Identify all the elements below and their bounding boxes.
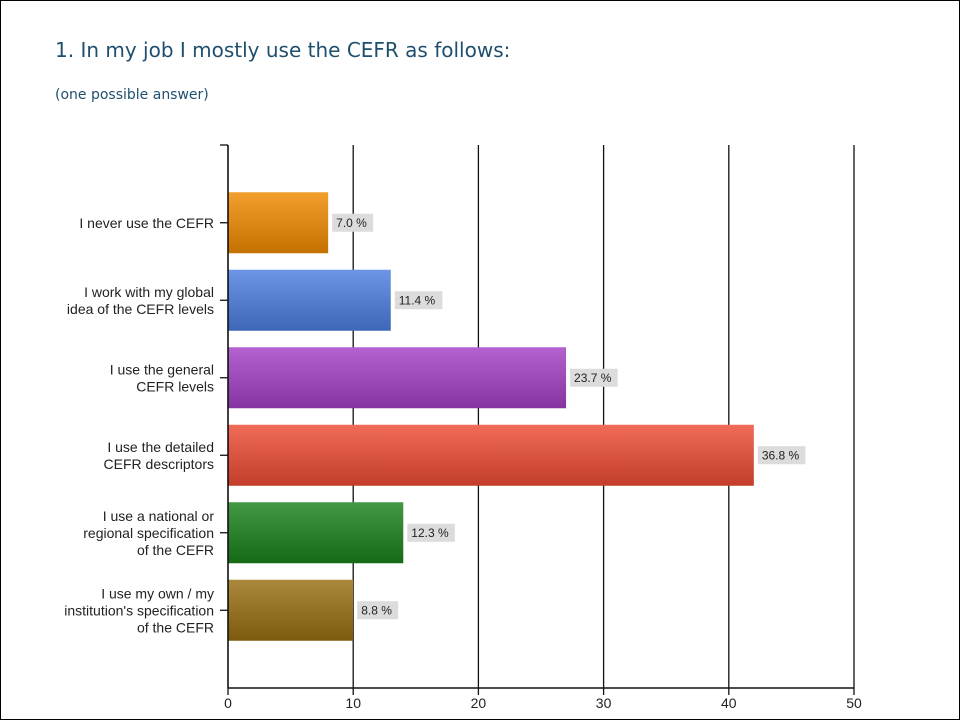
category-label: I use my own / my institution's specifica…: [64, 585, 214, 635]
x-tick-label: 30: [596, 695, 612, 711]
x-tick-label: 50: [846, 695, 862, 711]
x-tick-label: 20: [471, 695, 487, 711]
category-label: I use the general CEFR levels: [110, 361, 214, 394]
value-label: 8.8 %: [361, 603, 392, 617]
category-label: I work with my global idea of the CEFR le…: [67, 284, 214, 317]
value-label-box: [394, 291, 443, 310]
x-tick-label: 10: [345, 695, 361, 711]
value-label: 7.0 %: [336, 216, 367, 230]
bar: [228, 424, 754, 486]
value-label-box: [332, 213, 374, 232]
bar: [228, 502, 404, 564]
category-label: I use the detailed CEFR descriptors: [104, 439, 214, 472]
bar: [228, 579, 354, 641]
value-label-box: [570, 368, 618, 387]
value-label: 11.4 %: [399, 293, 436, 307]
bar: [228, 269, 391, 331]
category-label: I never use the CEFR: [79, 215, 214, 231]
value-label: 12.3 %: [411, 526, 449, 540]
category-label: I use a national or regional specificatio…: [83, 508, 214, 558]
bar: [228, 192, 329, 254]
x-tick-label: 0: [224, 695, 232, 711]
value-label-box: [757, 446, 806, 465]
value-label: 23.7 %: [574, 371, 612, 385]
value-label: 36.8 %: [762, 448, 800, 462]
x-tick-label: 40: [721, 695, 737, 711]
slide-subtitle: (one possible answer): [55, 87, 209, 103]
value-label-box: [407, 523, 455, 542]
slide-title: 1. In my job I mostly use the CEFR as fo…: [55, 38, 511, 62]
bar: [228, 347, 567, 409]
value-label-box: [357, 601, 399, 620]
